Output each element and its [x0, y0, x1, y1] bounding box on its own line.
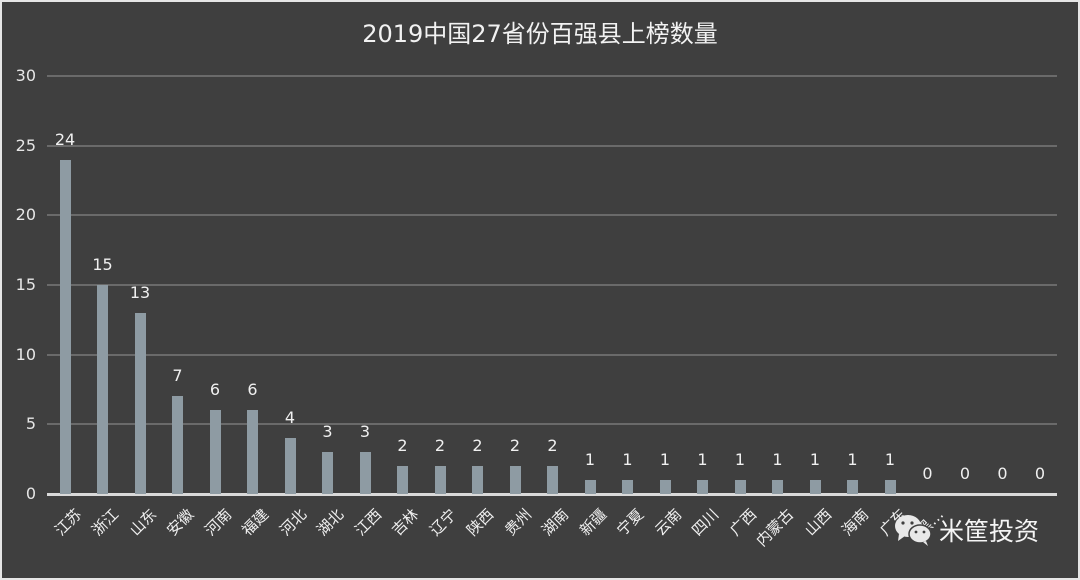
bar	[547, 466, 558, 494]
bar	[584, 480, 596, 494]
value-label: 0	[997, 464, 1008, 483]
value-label: 1	[884, 450, 896, 470]
value-label: 3	[359, 422, 371, 442]
value-label: 24	[54, 129, 76, 149]
value-label: 2	[434, 436, 446, 456]
value-label: 1	[697, 450, 708, 470]
y-tick-label: 30	[15, 66, 36, 85]
gridline	[47, 423, 1057, 426]
bar	[247, 410, 258, 494]
value-label: 1	[734, 450, 746, 470]
value-label: 2	[547, 436, 558, 456]
bar	[847, 480, 858, 494]
value-label: 1	[809, 450, 821, 470]
value-label: 6	[247, 380, 258, 400]
bar	[659, 480, 671, 494]
value-label: 6	[209, 380, 221, 400]
value-label: 0	[959, 464, 971, 483]
bar	[472, 466, 483, 494]
value-label: 7	[172, 366, 183, 386]
gridline	[47, 144, 1057, 147]
bar	[397, 466, 408, 494]
value-label: 2	[509, 436, 521, 456]
bar	[884, 480, 896, 494]
y-tick-label: 20	[15, 205, 36, 225]
bar	[622, 480, 633, 494]
y-tick-label: 0	[25, 484, 36, 503]
gridline	[47, 75, 1057, 77]
y-tick-label: 10	[15, 344, 36, 364]
value-label: 4	[284, 408, 296, 428]
y-tick-label: 25	[15, 135, 36, 155]
bar	[209, 410, 221, 494]
bar	[509, 466, 521, 494]
value-label: 0	[922, 464, 933, 483]
bar	[97, 285, 108, 494]
wechat-icon	[895, 515, 932, 546]
value-label: 1	[659, 450, 671, 470]
value-label: 1	[847, 450, 858, 470]
bar	[809, 480, 821, 494]
y-tick-label: 15	[15, 275, 36, 294]
bar	[322, 452, 333, 494]
value-label: 13	[129, 282, 151, 302]
bar	[134, 312, 146, 494]
bar	[434, 466, 446, 494]
bar	[697, 480, 708, 494]
value-label: 1	[772, 450, 783, 470]
bar	[59, 159, 71, 494]
gridline	[47, 284, 1057, 286]
value-label: 15	[92, 255, 113, 274]
x-axis-line	[47, 493, 1057, 496]
bar	[772, 480, 783, 494]
value-label: 1	[622, 450, 633, 470]
chart-title: 2019中国27省份百强县上榜数量	[362, 20, 718, 48]
value-label: 1	[584, 450, 596, 470]
watermark-text: 米筐投资	[939, 517, 1040, 546]
value-label: 0	[1034, 464, 1046, 483]
value-label: 2	[472, 436, 483, 456]
gridline	[47, 353, 1057, 356]
gridline	[47, 214, 1057, 217]
watermark: 米筐投资	[893, 512, 1039, 548]
bar	[172, 396, 183, 494]
bar	[359, 452, 371, 494]
y-tick-label: 5	[25, 414, 36, 434]
value-label: 2	[397, 436, 408, 456]
bar	[734, 480, 746, 494]
value-label: 3	[322, 422, 333, 442]
bar	[284, 438, 296, 494]
